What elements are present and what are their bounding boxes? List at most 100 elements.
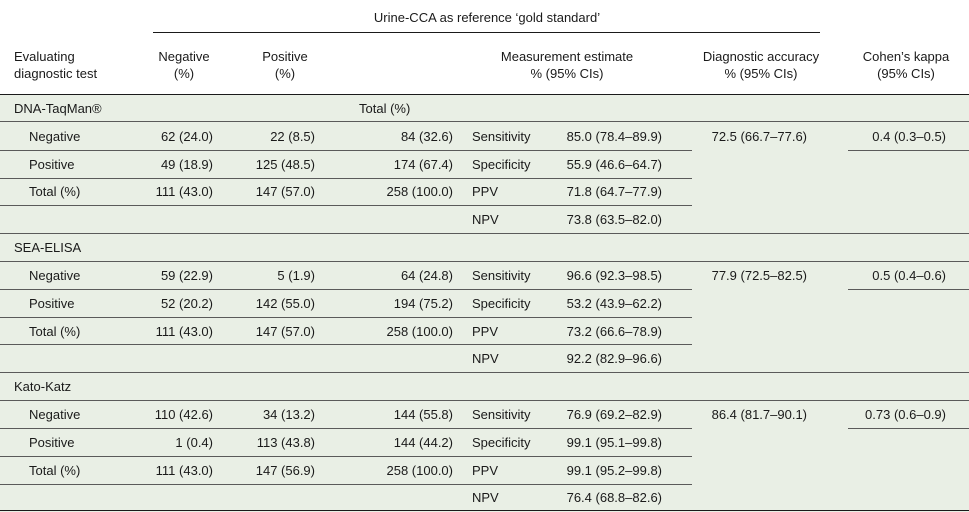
row-divider <box>0 121 969 122</box>
cell-measure: PPV <box>472 463 499 478</box>
row-label: Total (%) <box>29 324 81 339</box>
cell-measure: PPV <box>472 324 499 339</box>
row-label: Positive <box>29 296 75 311</box>
cell-measure: Specificity <box>472 435 531 450</box>
super-header: Urine-CCA as reference ‘gold standard’ <box>373 10 601 25</box>
cell-total: 194 (75.2) <box>393 296 453 311</box>
cell-estimate: 76.9 (69.2–82.9) <box>566 407 662 422</box>
header-kappa-1: Cohen’s kappa <box>862 49 950 64</box>
cell-total: 258 (100.0) <box>386 463 454 478</box>
cell-estimate: 99.1 (95.2–99.8) <box>566 463 662 478</box>
header-test-2: diagnostic test <box>14 66 98 81</box>
row-label: Negative <box>29 407 81 422</box>
cell-estimate: 85.0 (78.4–89.9) <box>566 129 662 144</box>
cell-negative: 62 (24.0) <box>160 129 213 144</box>
row-divider <box>0 344 692 345</box>
header-measurement-1: Measurement estimate <box>500 49 634 64</box>
cell-total: 144 (44.2) <box>393 435 453 450</box>
header-test-1: Evaluating <box>14 49 75 64</box>
row-divider <box>0 178 692 179</box>
cell-measure: PPV <box>472 184 499 199</box>
cell-negative: 52 (20.2) <box>160 296 213 311</box>
row-label: Positive <box>29 157 75 172</box>
cell-positive: 5 (1.9) <box>277 268 315 283</box>
row-divider <box>0 289 692 290</box>
cell-total: 174 (67.4) <box>393 157 453 172</box>
cell-measure: Sensitivity <box>472 407 531 422</box>
cell-total: 258 (100.0) <box>386 324 454 339</box>
row-label: Positive <box>29 435 75 450</box>
group-divider <box>0 372 969 373</box>
cell-measure: Specificity <box>472 157 531 172</box>
row-divider <box>0 150 692 151</box>
header-positive-2: (%) <box>274 66 296 81</box>
row-divider <box>848 289 969 290</box>
group-name: DNA-TaqMan® <box>14 101 102 116</box>
cell-negative: 110 (42.6) <box>154 407 213 422</box>
cell-positive: 147 (57.0) <box>255 324 315 339</box>
cell-negative: 1 (0.4) <box>175 435 213 450</box>
cell-kappa: 0.73 (0.6–0.9) <box>865 407 946 422</box>
group-divider <box>0 233 969 234</box>
cell-negative: 49 (18.9) <box>160 157 213 172</box>
cell-measure: NPV <box>472 490 499 505</box>
cell-estimate: 53.2 (43.9–62.2) <box>566 296 662 311</box>
cell-measure: Specificity <box>472 296 531 311</box>
cell-estimate: 73.8 (63.5–82.0) <box>566 212 662 227</box>
cell-accuracy: 86.4 (81.7–90.1) <box>711 407 807 422</box>
header-negative-2: (%) <box>173 66 195 81</box>
cell-estimate: 55.9 (46.6–64.7) <box>566 157 662 172</box>
header-bottom-rule <box>0 94 969 95</box>
row-divider <box>0 428 692 429</box>
row-label: Total (%) <box>29 463 81 478</box>
cell-measure: NPV <box>472 351 499 366</box>
group-name: Kato-Katz <box>14 379 72 394</box>
row-divider <box>848 150 969 151</box>
cell-negative: 59 (22.9) <box>160 268 213 283</box>
cell-estimate: 73.2 (66.6–78.9) <box>566 324 662 339</box>
row-divider <box>0 400 969 401</box>
cell-negative: 111 (43.0) <box>155 184 213 199</box>
cell-total: 64 (24.8) <box>400 268 453 283</box>
cell-positive: 147 (57.0) <box>255 184 315 199</box>
cell-estimate: 71.8 (64.7–77.9) <box>566 184 662 199</box>
row-divider <box>0 456 692 457</box>
cell-kappa: 0.4 (0.3–0.5) <box>872 129 946 144</box>
cell-measure: Sensitivity <box>472 268 531 283</box>
cell-positive: 34 (13.2) <box>262 407 315 422</box>
header-accuracy-1: Diagnostic accuracy <box>702 49 820 64</box>
table-body-background <box>0 95 969 512</box>
cell-positive: 113 (43.8) <box>256 435 315 450</box>
header-accuracy-2: % (95% CIs) <box>724 66 798 81</box>
header-negative-1: Negative <box>158 49 210 64</box>
table-header-background <box>0 0 969 95</box>
row-divider <box>0 261 969 262</box>
row-divider <box>0 317 692 318</box>
cell-positive: 142 (55.0) <box>255 296 315 311</box>
cell-estimate: 76.4 (68.8–82.6) <box>566 490 662 505</box>
table-bottom-rule <box>0 510 969 511</box>
cell-negative: 111 (43.0) <box>155 463 213 478</box>
cell-kappa: 0.5 (0.4–0.6) <box>872 268 946 283</box>
row-divider <box>0 484 692 485</box>
row-label: Total (%) <box>29 184 81 199</box>
cell-positive: 147 (56.9) <box>255 463 315 478</box>
header-measurement-2: % (95% CIs) <box>530 66 604 81</box>
cell-estimate: 92.2 (82.9–96.6) <box>566 351 662 366</box>
row-divider <box>0 205 692 206</box>
super-header-rule <box>153 32 820 33</box>
cell-measure: NPV <box>472 212 499 227</box>
header-kappa-2: (95% CIs) <box>877 66 935 81</box>
cell-total: 84 (32.6) <box>400 129 453 144</box>
cell-measure: Sensitivity <box>472 129 531 144</box>
cell-positive: 125 (48.5) <box>255 157 315 172</box>
cell-estimate: 96.6 (92.3–98.5) <box>566 268 662 283</box>
cell-positive: 22 (8.5) <box>270 129 315 144</box>
cell-total: 144 (55.8) <box>393 407 453 422</box>
header-positive-1: Positive <box>262 49 308 64</box>
row-divider <box>848 428 969 429</box>
row-label: Negative <box>29 268 81 283</box>
cell-total: 258 (100.0) <box>386 184 454 199</box>
cell-accuracy: 77.9 (72.5–82.5) <box>711 268 807 283</box>
group-name: SEA-ELISA <box>14 240 82 255</box>
